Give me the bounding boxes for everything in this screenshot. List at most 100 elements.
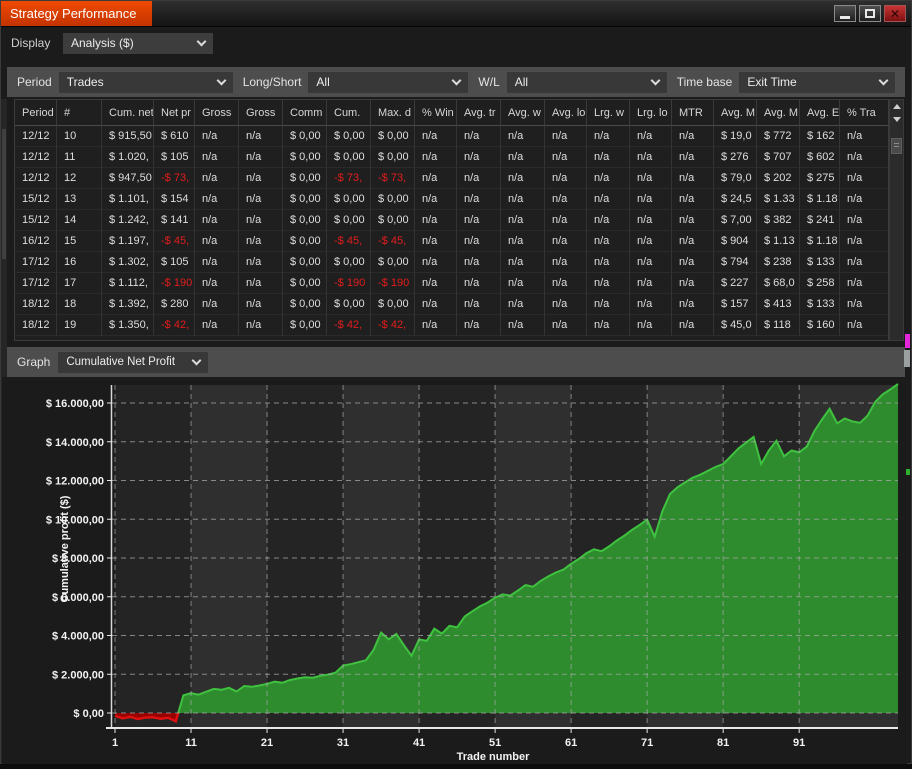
column-header[interactable]: Avg. M (714, 100, 757, 126)
table-cell: n/a (415, 294, 457, 315)
table-cell: n/a (239, 231, 283, 252)
column-header[interactable]: Net pr (154, 100, 195, 126)
table-row[interactable]: 12/1212$ 947,50-$ 73,n/an/a$ 0,00-$ 73,-… (15, 168, 888, 189)
chevron-down-icon (879, 75, 889, 85)
table-cell: 18 (57, 294, 102, 315)
timebase-dropdown-value: Exit Time (747, 75, 796, 89)
chevron-down-icon (192, 355, 202, 365)
column-header[interactable]: Avg. E (800, 100, 840, 126)
y-axis-title: Cumulative profit ($) (59, 495, 71, 602)
page-title: Strategy Performance (10, 6, 136, 21)
table-cell: $ 915,50 (102, 126, 154, 147)
filter-toolbar: Period Trades Long/Short All W/L All Tim… (7, 67, 905, 97)
scroll-down-button[interactable] (890, 113, 903, 126)
column-header[interactable]: Lrg. w (587, 100, 630, 126)
table-cell: 16/12 (15, 231, 57, 252)
column-header[interactable]: Cum. net (102, 100, 154, 126)
table-cell: n/a (239, 294, 283, 315)
table-cell: n/a (501, 315, 545, 336)
left-scrollbar-thumb[interactable] (2, 129, 6, 259)
table-cell: n/a (587, 147, 630, 168)
graph-type-dropdown-value: Cumulative Net Profit (66, 356, 175, 368)
table-cell: n/a (239, 147, 283, 168)
table-cell: n/a (545, 294, 587, 315)
maximize-button[interactable] (859, 5, 881, 22)
table-cell: n/a (195, 189, 239, 210)
table-row[interactable]: 18/1219$ 1.350,-$ 42,n/an/a$ 0,00-$ 42,-… (15, 315, 888, 336)
table-cell: n/a (195, 210, 239, 231)
timebase-dropdown[interactable]: Exit Time (739, 72, 895, 93)
table-row[interactable]: 12/1211$ 1.020,$ 105n/an/a$ 0,00$ 0,00$ … (15, 147, 888, 168)
table-cell: n/a (630, 273, 672, 294)
table-cell: n/a (545, 168, 587, 189)
table-row[interactable]: 17/1216$ 1.302,$ 105n/an/a$ 0,00$ 0,00$ … (15, 252, 888, 273)
table-row[interactable]: 15/1214$ 1.242,$ 141n/an/a$ 0,00$ 0,00$ … (15, 210, 888, 231)
table-row[interactable]: 15/1213$ 1.101,$ 154n/an/a$ 0,00$ 0,00$ … (15, 189, 888, 210)
period-dropdown[interactable]: Trades (59, 72, 233, 93)
column-header[interactable]: Gross (239, 100, 283, 126)
table-cell: -$ 45, (154, 231, 195, 252)
table-cell: n/a (239, 210, 283, 231)
table-cell: $ 105 (154, 252, 195, 273)
table-cell: $ 0,00 (283, 294, 327, 315)
table-cell: n/a (239, 126, 283, 147)
table-row[interactable]: 16/1215$ 1.197,-$ 45,n/an/a$ 0,00-$ 45,-… (15, 231, 888, 252)
y-tick-label: $ 14.000,00 (46, 437, 104, 449)
column-header[interactable]: Avg. M (757, 100, 800, 126)
table-cell: 12/12 (15, 126, 57, 147)
column-header[interactable]: % Tra (840, 100, 889, 126)
titlebar[interactable]: Strategy Performance ✕ (1, 1, 911, 27)
column-header[interactable]: Lrg. lo (630, 100, 672, 126)
table-cell: $ 0,00 (283, 273, 327, 294)
close-button[interactable]: ✕ (884, 5, 906, 22)
x-tick-label: 51 (489, 737, 501, 749)
column-header[interactable]: Avg. tr (457, 100, 501, 126)
table-scrollbar-thumb[interactable] (891, 138, 902, 154)
column-header[interactable]: Gross (195, 100, 239, 126)
wl-dropdown[interactable]: All (507, 72, 667, 93)
table-cell: $ 258 (800, 273, 840, 294)
window-edge-artifact (906, 469, 910, 475)
longshort-dropdown[interactable]: All (308, 72, 468, 93)
column-header[interactable]: MTR (672, 100, 714, 126)
table-cell: $ 382 (757, 210, 800, 231)
table-cell: $ 602 (800, 147, 840, 168)
window-edge-artifact (905, 334, 910, 348)
table-row[interactable]: 17/1217$ 1.112,-$ 190n/an/a$ 0,00-$ 190-… (15, 273, 888, 294)
column-header[interactable]: Period (15, 100, 57, 126)
scroll-up-button[interactable] (890, 100, 903, 113)
table-cell: n/a (545, 273, 587, 294)
column-header[interactable]: Comm (283, 100, 327, 126)
table-cell: n/a (545, 126, 587, 147)
table-cell: n/a (840, 294, 889, 315)
chevron-down-icon (197, 37, 207, 47)
table-cell: $ 0,00 (371, 294, 415, 315)
arrow-up-icon (893, 104, 901, 109)
table-cell: $ 105 (154, 147, 195, 168)
column-header[interactable]: # (57, 100, 102, 126)
table-cell: n/a (545, 147, 587, 168)
display-dropdown[interactable]: Analysis ($) (63, 33, 213, 54)
table-cell: n/a (501, 231, 545, 252)
table-cell: $ 1.242, (102, 210, 154, 231)
table-row[interactable]: 18/1218$ 1.392,$ 280n/an/a$ 0,00$ 0,00$ … (15, 294, 888, 315)
column-header[interactable]: Max. d (371, 100, 415, 126)
table-row[interactable]: 12/1210$ 915,50$ 610n/an/a$ 0,00$ 0,00$ … (15, 126, 888, 147)
column-header[interactable]: % Win (415, 100, 457, 126)
minimize-button[interactable] (834, 5, 856, 22)
graph-type-dropdown[interactable]: Cumulative Net Profit (58, 352, 208, 373)
table-cell: n/a (840, 231, 889, 252)
table-scrollbar[interactable] (889, 99, 904, 341)
column-header[interactable]: Avg. lo (545, 100, 587, 126)
minimize-icon (840, 16, 850, 19)
column-header[interactable]: Avg. w (501, 100, 545, 126)
table-cell: n/a (587, 252, 630, 273)
table-cell: n/a (587, 273, 630, 294)
table-cell: 18/12 (15, 294, 57, 315)
x-tick-label: 61 (565, 737, 577, 749)
table-cell: 15/12 (15, 210, 57, 231)
column-header[interactable]: Cum. (327, 100, 371, 126)
table-cell: $ 0,00 (283, 210, 327, 231)
table-cell: n/a (587, 168, 630, 189)
table-cell: n/a (457, 315, 501, 336)
